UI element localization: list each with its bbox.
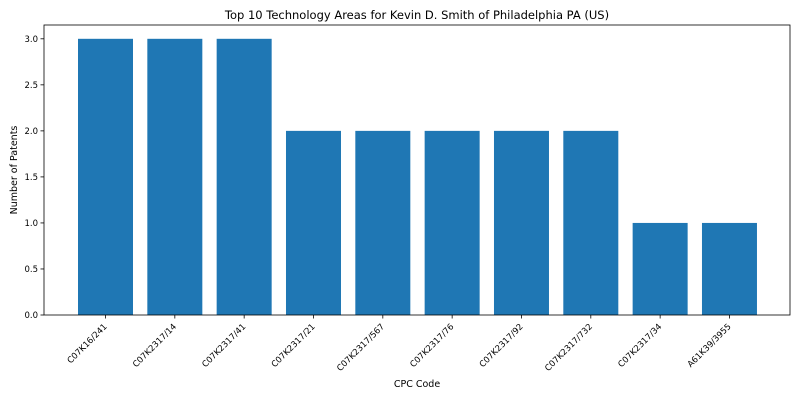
x-tick-label: C07K2317/567 [335, 322, 387, 374]
bars-group [78, 39, 757, 315]
bar-5 [425, 131, 480, 315]
x-tick-label: C07K2317/92 [478, 322, 526, 370]
y-tick-label: 2.5 [24, 81, 38, 91]
bar-3 [286, 131, 341, 315]
bar-4 [355, 131, 410, 315]
y-tick-label: 0.5 [24, 265, 38, 275]
bar-6 [494, 131, 549, 315]
y-tick-label: 1.5 [24, 173, 38, 183]
x-tick-label: A61K39/3955 [686, 322, 734, 370]
y-tick-label: 2.0 [24, 127, 38, 137]
bar-8 [633, 223, 688, 315]
y-tick-label: 0.0 [24, 311, 38, 321]
bar-7 [563, 131, 618, 315]
x-tick-label: C07K16/241 [66, 322, 110, 366]
x-axis-label: CPC Code [394, 379, 440, 390]
y-tick-label: 3.0 [24, 35, 38, 45]
x-axis: C07K16/241 C07K2317/14 C07K2317/41 C07K2317… [66, 315, 734, 374]
x-tick-label: C07K2317/14 [131, 322, 179, 370]
x-tick-label: C07K2317/34 [616, 322, 664, 370]
chart-title: Top 10 Technology Areas for Kevin D. Smi… [224, 8, 609, 22]
bar-0 [78, 39, 133, 315]
bar-9 [702, 223, 757, 315]
x-tick-label: C07K2317/21 [270, 322, 318, 370]
x-tick-label: C07K2317/41 [200, 322, 248, 370]
x-tick-label: C07K2317/76 [408, 322, 456, 370]
y-axis-label: Number of Patents [9, 126, 20, 215]
y-tick-label: 1.0 [24, 219, 38, 229]
bar-2 [217, 39, 272, 315]
bar-1 [147, 39, 202, 315]
x-tick-label: C07K2317/732 [543, 322, 595, 374]
y-axis: 0.0 0.5 1.0 1.5 2.0 2.5 3.0 [24, 35, 44, 321]
